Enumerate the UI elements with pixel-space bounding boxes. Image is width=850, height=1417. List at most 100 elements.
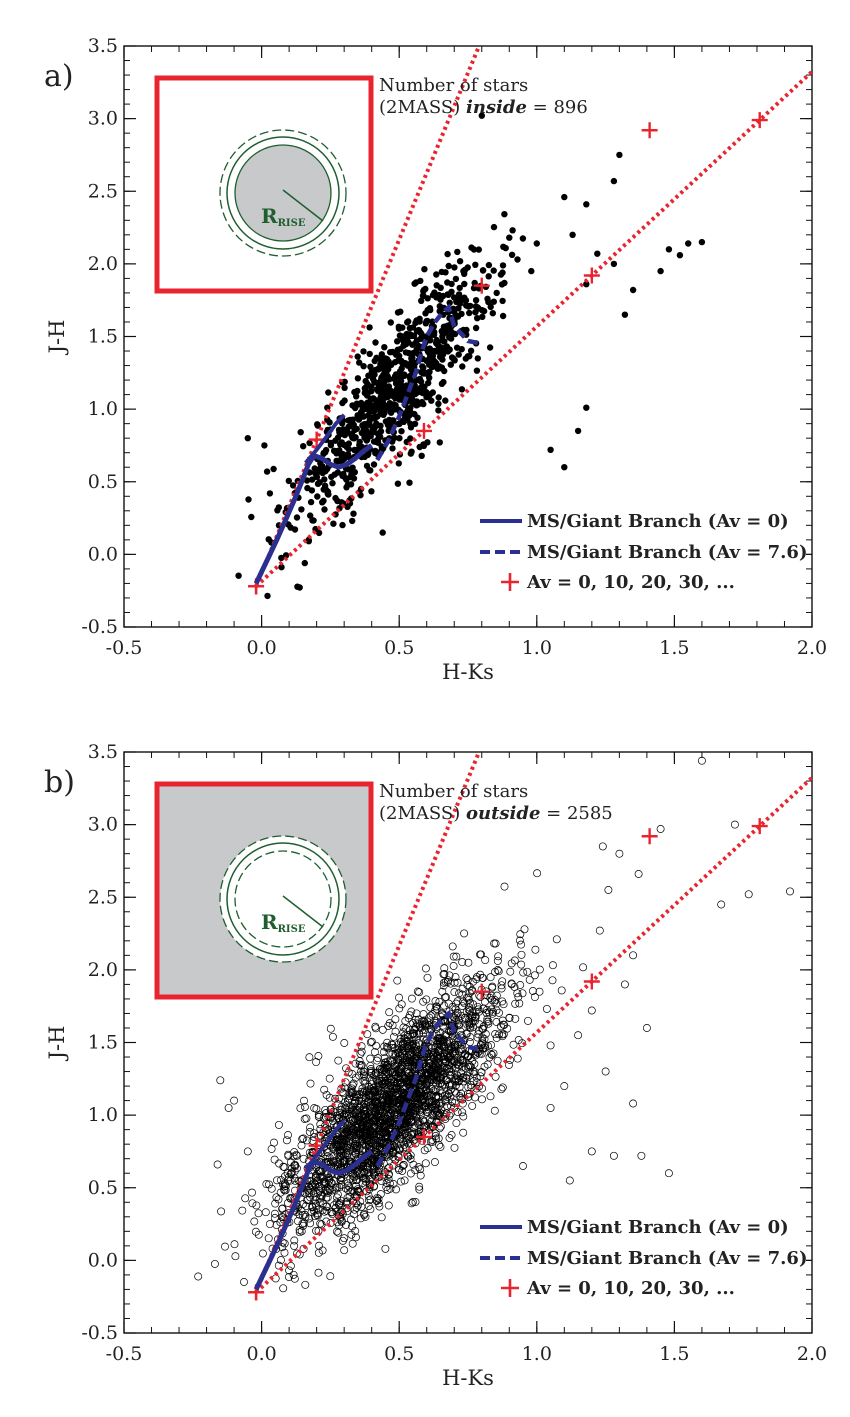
star-point	[328, 1208, 336, 1217]
star-point	[388, 1041, 397, 1050]
star-point	[397, 1048, 406, 1057]
star-point	[426, 305, 434, 312]
star-point	[320, 1085, 329, 1094]
star-point	[548, 976, 557, 985]
star-point	[258, 1249, 267, 1258]
star-point	[497, 1085, 506, 1094]
star-point	[357, 1061, 366, 1069]
star-point	[445, 1134, 454, 1142]
star-point	[314, 480, 322, 487]
star-point	[495, 1030, 504, 1039]
star-point	[676, 252, 684, 259]
star-point	[474, 1026, 483, 1035]
star-point	[357, 1087, 366, 1096]
star-point	[744, 890, 753, 899]
star-point	[375, 431, 382, 438]
star-point	[305, 538, 312, 545]
star-point	[394, 1040, 403, 1049]
star-point	[461, 266, 469, 273]
star-point	[321, 476, 328, 483]
y-tick-label: 1.5	[88, 1032, 118, 1054]
star-point	[334, 434, 342, 441]
star-point	[389, 1148, 398, 1156]
star-point	[360, 1211, 369, 1220]
star-point	[371, 407, 378, 414]
star-point	[443, 1064, 452, 1073]
star-point	[386, 1088, 395, 1097]
y-tick-label: 1.0	[88, 1104, 118, 1126]
star-point	[287, 1168, 296, 1177]
star-point	[433, 271, 440, 278]
legend-item-av76: MS/Giant Branch (Av = 7.6)	[527, 1248, 807, 1269]
star-point	[408, 1036, 417, 1045]
star-point	[491, 968, 499, 976]
star-point	[266, 490, 274, 497]
star-point	[421, 964, 430, 973]
star-point	[415, 988, 424, 997]
star-point	[280, 1185, 288, 1194]
star-point	[274, 1261, 283, 1270]
legend-item-av0: MS/Giant Branch (Av = 0)	[527, 1217, 789, 1238]
star-point	[385, 1019, 394, 1028]
star-point	[321, 506, 328, 513]
star-point	[448, 288, 455, 295]
star-point	[594, 250, 601, 257]
star-point	[452, 1119, 461, 1128]
star-point	[296, 584, 303, 591]
star-point	[452, 952, 461, 961]
star-point	[464, 1083, 473, 1092]
star-point	[368, 488, 375, 495]
star-point	[315, 1241, 323, 1250]
star-point	[418, 297, 425, 304]
star-point	[443, 1049, 452, 1058]
star-point	[473, 367, 481, 374]
star-point	[372, 1075, 381, 1084]
star-point	[354, 353, 361, 360]
y-axis: -0.5 0.0 0.5 1.0 1.5 2.0 2.5 3.0 3.5	[81, 741, 812, 1344]
star-point	[385, 1048, 394, 1057]
star-point	[332, 1198, 341, 1207]
star-point	[535, 965, 544, 974]
av-marker	[751, 818, 768, 835]
star-point	[499, 262, 507, 269]
star-point	[421, 1122, 430, 1131]
star-point	[451, 1087, 459, 1096]
star-point	[435, 407, 442, 414]
star-point	[316, 1194, 325, 1203]
star-point	[484, 1017, 493, 1026]
star-point	[396, 435, 403, 442]
star-point	[267, 1145, 276, 1153]
star-point	[325, 1093, 334, 1102]
star-point	[369, 1117, 378, 1126]
star-point	[281, 1186, 290, 1195]
star-point	[378, 1080, 387, 1088]
star-point	[366, 324, 373, 331]
star-point	[450, 1013, 459, 1022]
star-point	[382, 1115, 391, 1124]
star-point	[307, 1180, 316, 1189]
star-point	[438, 1080, 447, 1089]
star-point	[282, 1136, 291, 1145]
star-point	[314, 422, 321, 429]
star-point	[398, 1167, 407, 1175]
star-point	[419, 1074, 428, 1083]
star-point	[480, 307, 488, 315]
star-point	[429, 1052, 438, 1061]
star-point	[347, 1230, 356, 1239]
star-point	[328, 1032, 337, 1041]
star-point	[367, 467, 374, 474]
star-point	[395, 1004, 404, 1013]
star-point	[515, 999, 524, 1008]
star-point	[491, 939, 500, 948]
star-point	[370, 1111, 378, 1120]
star-point	[280, 1239, 289, 1248]
inset-shaded-circle	[234, 144, 332, 242]
star-point	[384, 393, 392, 401]
star-point	[349, 416, 356, 423]
star-point	[509, 1040, 518, 1049]
av-marker	[473, 983, 490, 1000]
star-point	[394, 1153, 403, 1162]
star-point	[394, 309, 402, 316]
star-point	[361, 385, 368, 392]
